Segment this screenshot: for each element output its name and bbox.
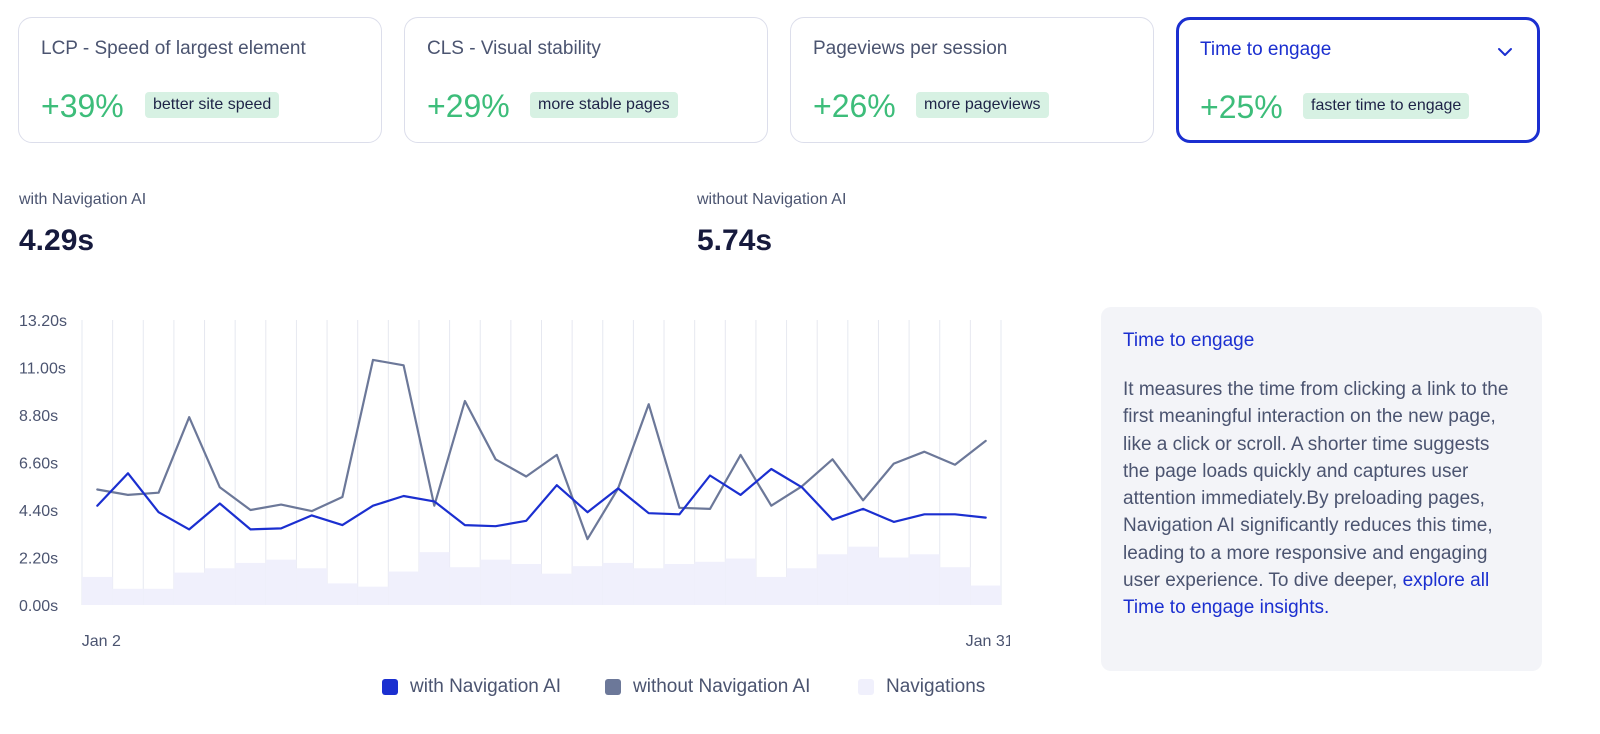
kpi-card-title: LCP - Speed of largest element — [41, 38, 306, 59]
kpi-card-title: Time to engage — [1200, 39, 1332, 60]
kpi-card-lcp[interactable]: LCP - Speed of largest element +39% bett… — [18, 17, 382, 143]
navigations-bar — [664, 563, 695, 605]
y-tick-label: 0.00s — [19, 598, 58, 615]
legend-label-without: without Navigation AI — [633, 676, 811, 697]
navigations-bar — [847, 546, 879, 605]
y-tick-label: 4.40s — [19, 503, 58, 520]
navigations-bar — [112, 588, 144, 605]
stat-without-label: without Navigation AI — [697, 191, 847, 208]
navigations-bar — [143, 588, 174, 605]
kpi-card-delta: +39% — [41, 88, 124, 124]
navigations-bar — [541, 573, 573, 605]
y-tick-label: 13.20s — [19, 313, 67, 330]
navigations-bar — [480, 559, 511, 605]
legend-label-navigations: Navigations — [886, 676, 986, 697]
kpi-card-badge: more stable pages — [530, 92, 678, 118]
legend-swatch-with — [382, 679, 398, 695]
kpi-card-badge: more pageviews — [916, 92, 1049, 118]
info-body-text: It measures the time from clicking a lin… — [1123, 379, 1509, 592]
x-tick-label: Jan 31 — [966, 633, 1010, 650]
legend-swatch-navigations — [858, 679, 874, 695]
navigations-bar — [449, 567, 481, 605]
legend-navigations[interactable]: Navigations — [858, 676, 985, 698]
kpi-card-badge: better site speed — [145, 92, 280, 118]
legend-swatch-without — [605, 679, 621, 695]
navigations-bar — [633, 568, 665, 605]
navigations-bar — [755, 576, 787, 605]
x-tick-label: Jan 2 — [82, 633, 121, 650]
navigations-bar — [357, 586, 389, 605]
navigations-bar — [939, 567, 971, 605]
kpi-card-badge: faster time to engage — [1303, 93, 1470, 119]
navigations-bar — [510, 563, 542, 605]
navigations-bar — [82, 576, 113, 605]
legend-label-with: with Navigation AI — [410, 676, 562, 697]
legend-without[interactable]: without Navigation AI — [605, 676, 810, 698]
navigations-bar — [173, 572, 205, 605]
kpi-card-pageviews[interactable]: Pageviews per session +26% more pageview… — [790, 17, 1154, 143]
kpi-card-time-to-engage[interactable]: Time to engage +25% faster time to engag… — [1176, 17, 1540, 143]
navigations-bar — [204, 568, 236, 605]
kpi-card-title: Pageviews per session — [813, 38, 1008, 59]
navigations-bar — [602, 562, 634, 605]
stat-with-value: 4.29s — [19, 224, 95, 257]
stat-without-value: 5.74s — [697, 224, 773, 257]
stat-with-label: with Navigation AI — [19, 191, 147, 208]
y-tick-label: 8.80s — [19, 408, 58, 425]
navigations-bar — [786, 568, 818, 605]
navigations-bar — [388, 571, 419, 605]
navigations-bar — [909, 554, 940, 605]
info-panel: Time to engage It measures the time from… — [1101, 307, 1542, 671]
time-to-engage-chart: 0.00s 2.20s 4.40s 6.60s 8.80s 11.00s 13.20s Jan… — [19, 313, 1010, 650]
navigations-bar — [572, 566, 603, 605]
navigations-bar — [725, 558, 756, 605]
navigations-bar — [296, 568, 328, 605]
kpi-card-delta: +29% — [427, 88, 510, 124]
navigations-bar — [265, 559, 297, 605]
info-body: It measures the time from clicking a lin… — [1123, 376, 1520, 622]
navigations-bar — [817, 554, 848, 605]
navigations-bar — [235, 562, 266, 605]
kpi-card-title: CLS - Visual stability — [427, 38, 601, 59]
navigations-bar — [418, 552, 450, 605]
y-tick-label: 6.60s — [19, 456, 58, 473]
navigations-bar — [694, 561, 726, 605]
kpi-card-cls[interactable]: CLS - Visual stability +29% more stable … — [404, 17, 768, 143]
navigations-bar — [327, 583, 358, 605]
navigations-bar — [878, 557, 910, 605]
kpi-card-delta: +26% — [813, 88, 896, 124]
navigations-bar — [970, 585, 1001, 605]
series-line-without-navigation-ai — [96, 358, 987, 541]
y-tick-label: 2.20s — [19, 551, 58, 568]
kpi-card-delta: +25% — [1200, 89, 1283, 125]
chevron-down-icon[interactable] — [1497, 44, 1513, 65]
info-title: Time to engage — [1123, 330, 1255, 351]
explore-insights-link[interactable]: explore all Time to engage insights. — [1123, 570, 1490, 619]
y-tick-label: 11.00s — [19, 361, 66, 378]
series-line-with-navigation-ai — [96, 467, 987, 531]
legend-with[interactable]: with Navigation AI — [382, 676, 561, 698]
